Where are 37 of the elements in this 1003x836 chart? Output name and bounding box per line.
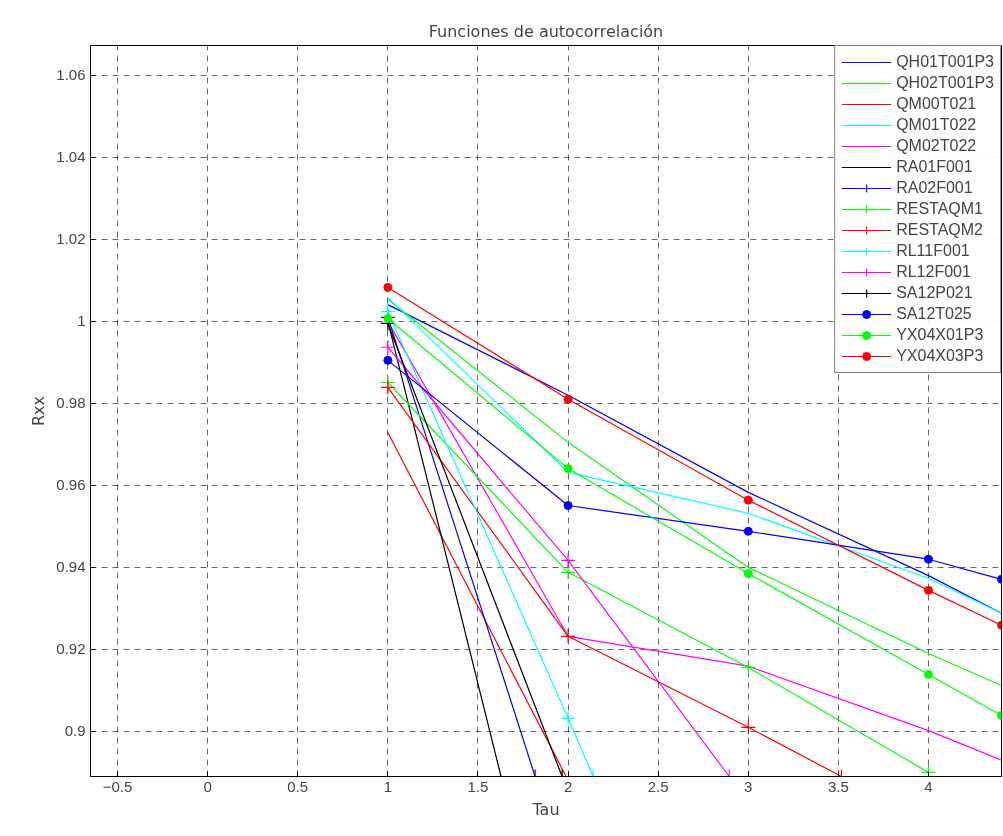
legend-label: QH01T001P3 [896,53,994,71]
x-tick-label: 2.5 [647,777,669,795]
legend-label: RL12F001 [896,263,971,281]
x-tick-label: 4 [924,777,933,795]
x-tick-label: 1.5 [467,777,489,795]
y-tick-label: 1.02 [56,230,86,248]
legend-label: QM01T022 [896,116,977,134]
y-axis-title: Rxx [29,395,49,427]
legend-label: RA02F001 [896,179,973,197]
y-tick-label: 0.96 [56,476,86,494]
chart-title: Funciones de autocorrelación [428,21,664,41]
x-tick-label: 2 [563,777,573,795]
y-tick-label: 0.92 [56,640,86,658]
x-tick-label: 0.5 [287,777,309,795]
legend-label: RESTAQM2 [896,221,983,239]
legend-label: YX04X01P3 [896,326,984,344]
x-tick-label: 3 [744,777,753,795]
y-tick-label: 0.98 [56,394,86,412]
y-tick-label: 1.06 [56,66,86,84]
legend-label: RL11F001 [896,242,970,260]
y-tick-label: 1.04 [56,148,86,166]
x-tick-label: 0 [203,777,212,795]
y-tick-label: 0.9 [64,722,86,740]
x-tick-label: −0.5 [102,777,133,795]
legend-label: RESTAQM1 [896,200,983,218]
x-tick-label: 1 [383,777,393,795]
y-tick-label: 0.94 [56,558,86,576]
x-axis-title: Tau [531,799,560,819]
x-tick-label: 3.5 [827,777,849,795]
legend-label: QM00T021 [896,95,977,113]
legend-label: QH02T001P3 [896,74,994,92]
legend-label: QM02T022 [896,137,977,155]
legend-label: SA12T025 [896,305,972,323]
y-tick-label: 1 [77,312,86,330]
legend-label: SA12P021 [896,284,973,302]
legend-label: YX04X03P3 [896,347,984,365]
legend-label: RA01F001 [896,158,973,176]
